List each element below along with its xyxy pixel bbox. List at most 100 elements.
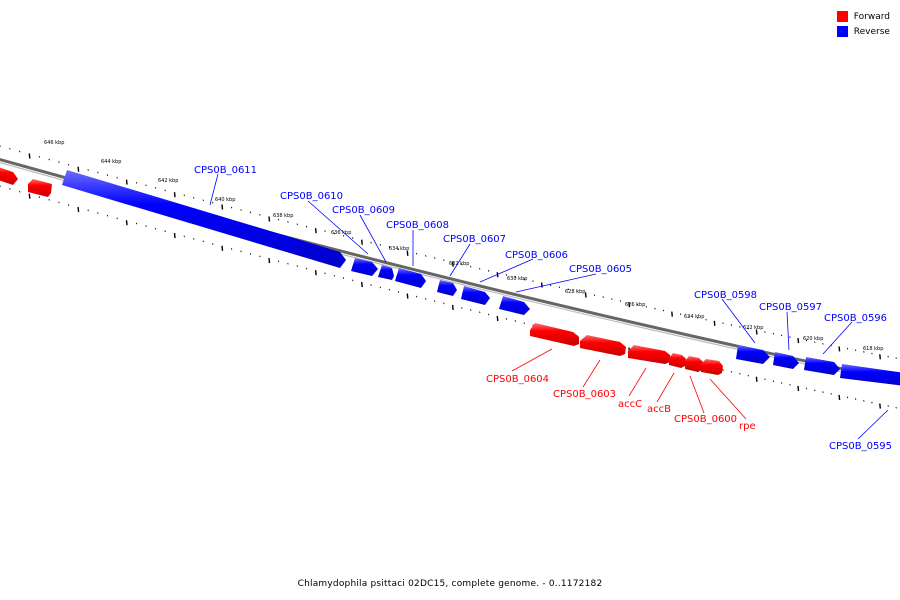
scale-tick-minor: [202, 199, 204, 202]
gene-feature-cps0b-0604[interactable]: [530, 323, 579, 346]
scale-tick-label: 624 kbp: [684, 314, 704, 320]
gene-feature-cps0b-0600[interactable]: [685, 356, 703, 372]
scale-tick-label: 634 kbp: [389, 246, 409, 252]
scale-tick-minor: [106, 214, 109, 217]
gene-label[interactable]: CPS0B_0597: [759, 302, 822, 313]
scale-tick-minor: [352, 237, 354, 239]
scale-tick-major: [755, 376, 758, 382]
scale-tick-minor: [342, 277, 345, 279]
gene-feature-cps0b-0605[interactable]: [499, 296, 530, 315]
scale-tick-minor: [277, 218, 280, 221]
scale-tick-minor: [461, 263, 463, 266]
gene-label[interactable]: CPS0B_0596: [824, 313, 887, 324]
scale-tick-minor: [116, 176, 118, 179]
gene-feature-accb[interactable]: [669, 353, 686, 368]
scale-tick-major: [838, 346, 841, 352]
gene-label[interactable]: CPS0B_0610: [280, 191, 343, 202]
scale-tick-minor: [637, 303, 639, 306]
scale-tick-major: [173, 233, 176, 239]
gene-label[interactable]: CPS0B_0606: [505, 250, 568, 261]
scale-tick-minor: [415, 252, 418, 255]
gene-label[interactable]: CPS0B_0600: [674, 414, 737, 425]
gene-label[interactable]: CPS0B_0595: [829, 441, 892, 452]
scale-tick-minor: [249, 253, 252, 255]
scale-tick-minor: [324, 230, 326, 233]
gene-label[interactable]: accC: [618, 399, 642, 410]
scale-tick-minor: [397, 291, 400, 293]
scale-tick-major: [879, 403, 881, 409]
scale-tick-minor: [9, 188, 11, 190]
gene-feature-partial-left-2[interactable]: [28, 179, 52, 197]
scale-tick-minor: [645, 305, 648, 308]
scale-tick-label: 644 kbp: [101, 159, 121, 165]
scale-tick-minor: [379, 244, 381, 246]
reverse-swatch-icon: [836, 26, 848, 37]
gene-feature-cps0b-0595[interactable]: [840, 364, 900, 386]
scale-ruler-top: [0, 145, 897, 360]
scale-tick-minor: [379, 286, 381, 289]
scale-tick-major: [713, 320, 716, 326]
scale-tick-label: 618 kbp: [863, 346, 883, 352]
scale-tick-minor: [780, 334, 783, 337]
gene-label[interactable]: CPS0B_0611: [194, 165, 257, 176]
gene-label[interactable]: CPS0B_0603: [553, 389, 616, 400]
scale-tick-minor: [97, 212, 99, 214]
scale-tick-minor: [116, 217, 118, 220]
scale-tick-minor: [764, 331, 766, 333]
scale-tick-major: [628, 302, 631, 308]
scale-tick-minor: [863, 351, 865, 353]
gene-feature-cps0b-0598[interactable]: [736, 345, 770, 364]
scale-tick-minor: [202, 240, 204, 243]
gene-feature-cps0b-0611[interactable]: [62, 170, 346, 268]
scale-tick-minor: [67, 204, 70, 206]
scale-tick-label: 632 kbp: [449, 261, 469, 267]
gene-feature-cps0b-0610[interactable]: [351, 258, 378, 276]
gene-label[interactable]: CPS0B_0608: [386, 220, 449, 231]
gene-label[interactable]: CPS0B_0607: [443, 234, 506, 245]
gene-feature-cps0b-0609[interactable]: [378, 265, 394, 280]
scale-tick-minor: [576, 290, 578, 293]
scale-tick-minor: [305, 225, 308, 228]
scale-tick-minor: [296, 223, 298, 226]
scale-tick-minor: [324, 272, 326, 275]
gene-feature-cps0b-0603[interactable]: [580, 335, 626, 356]
gene-feature-cps0b-0596[interactable]: [804, 357, 840, 375]
scale-tick-minor: [287, 221, 289, 223]
scale-tick-minor: [854, 349, 857, 352]
gene-feature-cps0b-0608[interactable]: [395, 268, 426, 288]
scale-tick-minor: [822, 342, 824, 345]
gene-feature-rpe[interactable]: [701, 359, 723, 375]
scale-tick-minor: [805, 339, 808, 342]
gene-feature-cps0b-0607[interactable]: [437, 280, 457, 296]
scale-tick-minor: [696, 316, 699, 319]
scale-tick-minor: [871, 352, 873, 355]
gene-feature-partial-left-1[interactable]: [0, 166, 18, 185]
scale-tick-minor: [106, 174, 109, 176]
scale-tick-minor: [679, 313, 682, 316]
gene-label[interactable]: CPS0B_0604: [486, 374, 549, 385]
scale-tick-minor: [287, 262, 289, 265]
gene-feature-accc[interactable]: [628, 345, 670, 364]
scale-tick-minor: [887, 355, 889, 358]
scale-labels: 646 kbp 644 kbp 642 kbp 640 kbp 638 kbp 636 k…: [44, 140, 883, 352]
scale-tick-minor: [887, 405, 889, 407]
scale-tick-minor: [730, 370, 733, 373]
scale-tick-minor: [425, 255, 427, 257]
gene-label[interactable]: CPS0B_0609: [332, 205, 395, 216]
scale-tick-minor: [805, 387, 808, 390]
scale-tick-minor: [730, 324, 733, 326]
scale-tick-minor: [212, 201, 214, 204]
scale-tick-minor: [352, 279, 354, 282]
legend: Forward Reverse: [836, 9, 890, 39]
gene-label[interactable]: CPS0B_0605: [569, 264, 632, 275]
scale-tick-minor: [772, 332, 775, 335]
gene-feature-cps0b-0606[interactable]: [461, 286, 490, 305]
gene-label[interactable]: rpe: [739, 421, 756, 432]
scale-tick-minor: [434, 257, 436, 259]
scale-tick-major: [361, 282, 363, 288]
gene-label[interactable]: CPS0B_0598: [694, 290, 757, 301]
scale-tick-minor: [388, 288, 391, 291]
genome-caption: Chlamydophila psittaci 02DC15, complete …: [297, 579, 603, 589]
gene-label[interactable]: accB: [647, 404, 671, 415]
gene-feature-cps0b-0597[interactable]: [773, 352, 799, 369]
